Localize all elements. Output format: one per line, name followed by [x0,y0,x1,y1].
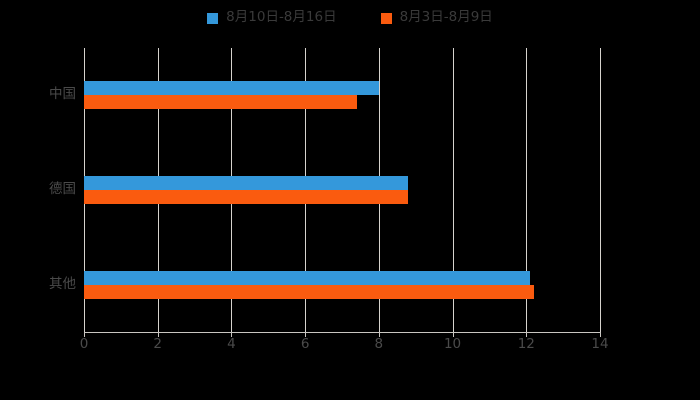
legend-item-series-1[interactable]: 8月3日-8月9日 [380,9,493,26]
x-tick-label-2: 4 [227,336,236,352]
y-category-label-0: 中国 [49,86,76,103]
chart-legend: 8月10日-8月16日 8月3日-8月9日 [0,6,700,30]
y-category-label-2: 其他 [49,275,76,292]
x-tick-label-0: 0 [79,336,89,352]
x-axis-line [84,332,601,333]
x-tick-label-5: 10 [443,336,462,352]
bar-1-series-0[interactable] [84,176,409,190]
legend-label-series-0: 8月10日-8月16日 [226,9,337,26]
tick-mark-x-6 [526,332,528,337]
x-tick-label-4: 8 [374,336,384,352]
tick-mark-x-4 [378,332,380,337]
x-tick-label-3: 6 [300,336,310,352]
gridline-x-7 [600,48,601,332]
tick-mark-x-1 [157,332,159,337]
x-tick-label-6: 12 [517,336,535,352]
legend-item-series-0[interactable]: 8月10日-8月16日 [207,9,337,26]
legend-swatch-icon-series-0 [207,12,219,24]
bar-2-series-1[interactable] [84,284,534,299]
y-category-label-1: 德国 [49,181,76,197]
gridline-x-6 [526,48,528,332]
bar-0-series-1[interactable] [84,95,357,110]
legend-swatch-icon-series-1 [380,12,392,24]
bar-1-series-1[interactable] [84,190,409,204]
bar-0-series-0[interactable] [84,81,379,96]
legend-label-series-1: 8月3日-8月9日 [399,9,493,26]
gridline-x-5 [452,48,454,332]
tick-mark-x-5 [452,332,454,337]
x-tick-label-1: 2 [153,336,162,352]
tick-mark-x-3 [305,332,307,337]
bar-2-series-0[interactable] [84,270,530,285]
x-tick-label-7: 14 [591,336,609,352]
tick-mark-x-0 [84,332,85,337]
tick-mark-x-2 [231,332,233,337]
tick-mark-x-7 [600,332,601,337]
